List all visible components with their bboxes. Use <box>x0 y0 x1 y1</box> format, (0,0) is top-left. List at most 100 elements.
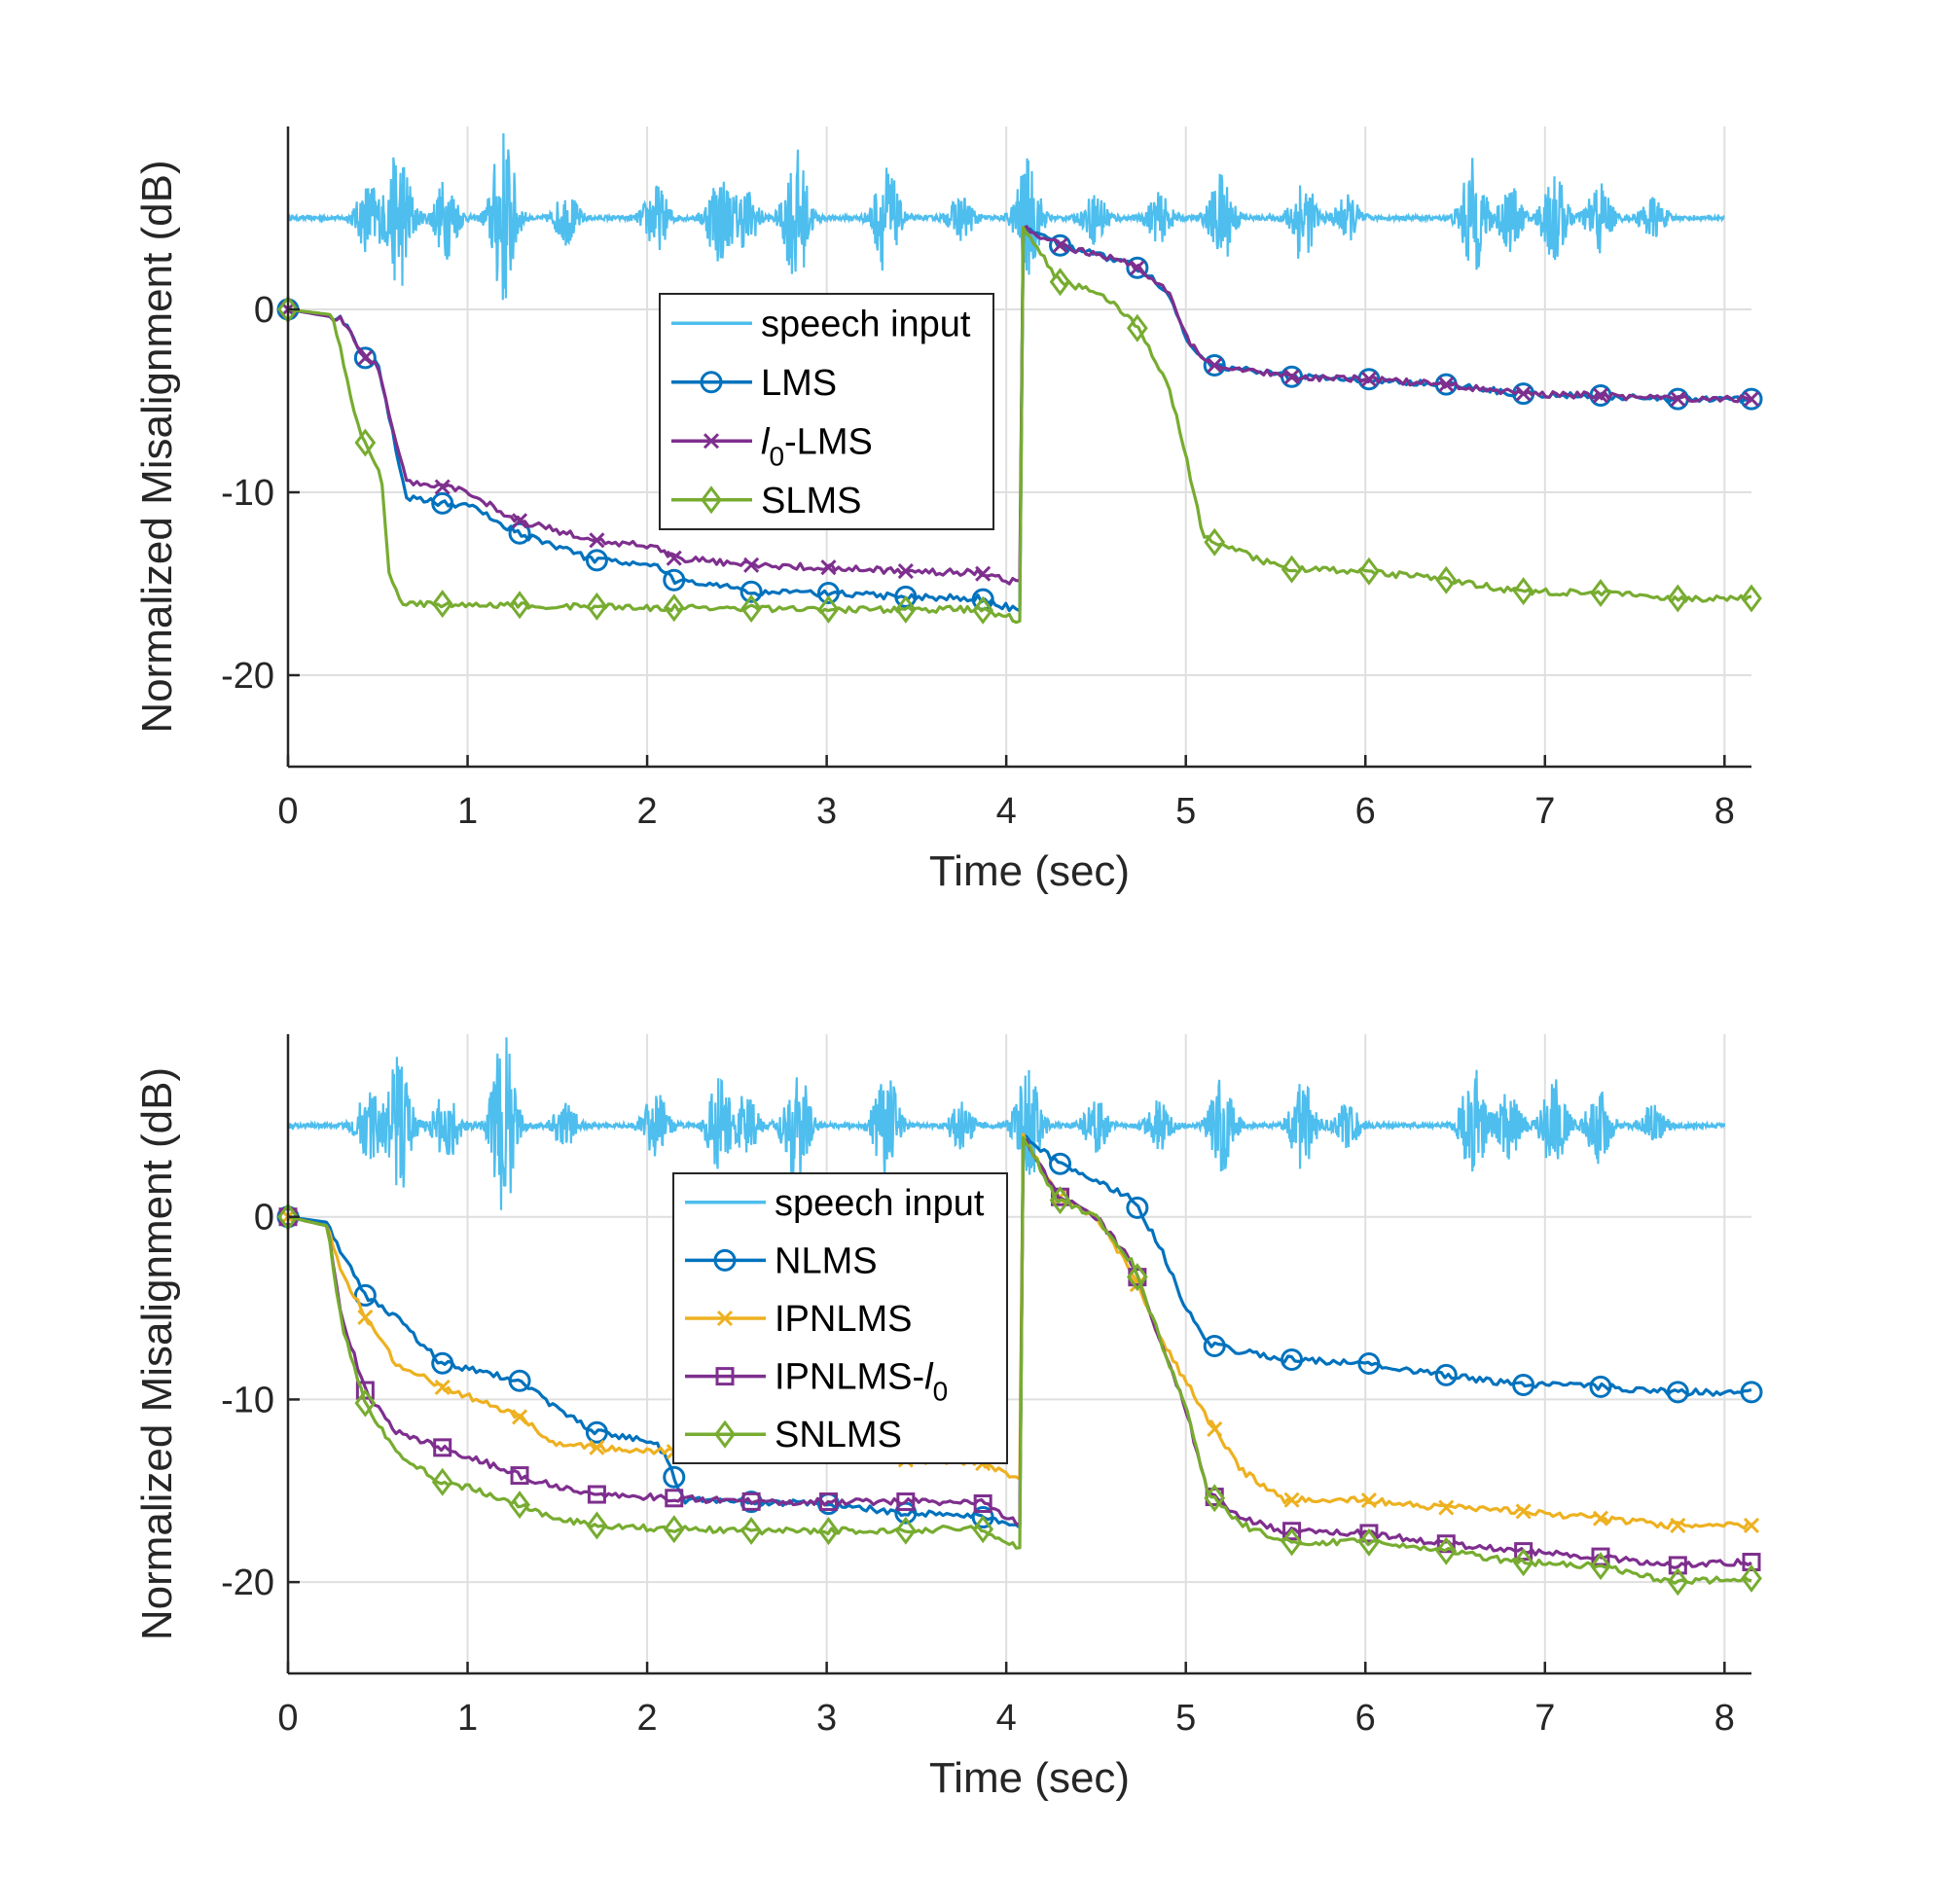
x-tick-label: 1 <box>457 791 478 832</box>
data-point-marker <box>585 1420 608 1444</box>
data-point-marker <box>1743 1517 1760 1534</box>
series-line <box>287 226 1752 625</box>
chart-top: 0 1 2 3 4 5 6 7 8 0 -10 -20 Time (sec) Normalized Mis… <box>133 126 1763 895</box>
data-point-marker <box>589 532 605 549</box>
data-point-marker <box>663 1465 686 1489</box>
data-point-marker <box>1740 387 1763 411</box>
data-point-marker <box>431 590 453 619</box>
y-tick-label: 0 <box>254 1198 274 1239</box>
data-point-marker <box>1589 1375 1612 1398</box>
legend-label-part: l <box>924 1357 934 1398</box>
data-point-marker <box>1204 527 1226 557</box>
data-point-marker <box>817 1517 840 1546</box>
data-point-marker <box>1282 1522 1302 1541</box>
data-point-marker <box>1358 557 1380 586</box>
legend-entry: SNLMS <box>685 1415 902 1455</box>
legend-entry: IPNLMS-l0 <box>685 1357 948 1407</box>
legend-label: LMS <box>761 363 837 404</box>
data-point-marker <box>817 594 840 624</box>
y-axis-label: Normalized Misalignment (dB) <box>133 1067 181 1640</box>
data-point-marker <box>1742 1552 1761 1571</box>
data-point-marker <box>1438 1499 1455 1516</box>
data-point-marker <box>972 1515 994 1544</box>
data-point-marker <box>897 562 914 580</box>
data-point-marker <box>1281 1527 1303 1557</box>
data-point-marker <box>353 1283 377 1307</box>
series-slms <box>277 226 1762 625</box>
y-tick-label: -10 <box>221 473 274 514</box>
data-point-marker <box>1515 385 1532 402</box>
x-tick-label: 0 <box>277 791 298 832</box>
x-tick-label: 5 <box>1175 1698 1196 1739</box>
legend-marker <box>713 1248 737 1272</box>
data-point-marker <box>820 559 837 576</box>
speech-waveform <box>286 132 1725 301</box>
legend-marker <box>716 1310 734 1327</box>
data-point-marker <box>508 1369 531 1392</box>
data-point-marker <box>589 1439 605 1455</box>
legend-marker <box>700 371 723 394</box>
data-point-marker <box>741 1491 761 1511</box>
data-point-marker <box>1049 268 1071 297</box>
data-point-marker <box>1283 1491 1300 1508</box>
data-point-marker <box>1281 1347 1304 1371</box>
data-point-marker <box>1435 1536 1458 1565</box>
legend-entry: l0-LMS <box>671 421 873 471</box>
data-point-marker <box>665 1489 684 1508</box>
x-tick-label: 4 <box>996 791 1017 832</box>
data-point-marker <box>1590 579 1611 608</box>
data-point-marker <box>1435 565 1458 594</box>
data-point-marker <box>434 479 451 495</box>
data-point-marker <box>1592 1510 1609 1527</box>
data-point-marker <box>1204 1484 1226 1513</box>
legend-label: l0-LMS <box>761 421 873 471</box>
data-point-marker <box>1049 1186 1071 1215</box>
data-point-marker <box>1207 1420 1223 1437</box>
data-point-marker <box>1360 371 1377 387</box>
series-speech-input <box>286 1037 1726 1210</box>
data-point-marker <box>1670 391 1686 408</box>
legend-label: SNLMS <box>775 1415 902 1455</box>
series-line <box>287 1135 1752 1585</box>
legend-marker <box>714 1419 736 1449</box>
data-point-marker <box>1667 1567 1689 1597</box>
data-point-marker <box>743 557 760 573</box>
data-point-marker <box>357 1309 374 1326</box>
legend-label-subscript: 0 <box>769 441 784 471</box>
data-point-marker <box>1129 260 1145 276</box>
x-axis-label: Time (sec) <box>929 847 1130 895</box>
data-point-marker <box>509 1491 530 1520</box>
x-tick-label: 8 <box>1714 791 1735 832</box>
data-point-marker <box>896 1492 916 1512</box>
data-point-marker <box>431 1467 453 1496</box>
legend-label-subscript: 0 <box>933 1377 949 1407</box>
data-point-marker <box>511 513 528 529</box>
legend-label: SLMS <box>761 481 861 521</box>
data-point-marker <box>740 1517 762 1545</box>
data-point-marker <box>433 1438 452 1457</box>
data-point-marker <box>1360 1491 1377 1509</box>
data-point-marker <box>1743 391 1760 408</box>
data-point-marker <box>510 1466 529 1486</box>
legend-box <box>659 293 994 530</box>
data-point-marker <box>1741 584 1762 613</box>
data-point-marker <box>511 1409 528 1425</box>
data-point-marker <box>585 549 608 572</box>
x-tick-label: 3 <box>816 1698 837 1739</box>
legend-label: IPNLMS-l0 <box>775 1357 948 1407</box>
data-point-marker <box>1126 313 1148 342</box>
legend-label-part: l <box>761 421 771 462</box>
data-point-marker <box>1203 1335 1226 1358</box>
data-point-marker <box>973 1494 992 1514</box>
y-tick-label: -10 <box>221 1380 274 1420</box>
legend-marker <box>703 433 720 449</box>
data-point-marker <box>434 1379 451 1395</box>
legend: speech input NLMS IPNLMS IPNLMS-l0 SNLMS <box>672 1172 1008 1464</box>
data-point-marker <box>1052 237 1068 254</box>
x-tick-label: 2 <box>637 791 658 832</box>
legend-label-part: -LMS <box>784 421 873 462</box>
data-point-marker <box>1049 234 1072 257</box>
legend-entry: speech input <box>685 1183 985 1224</box>
data-point-marker <box>1126 1263 1148 1292</box>
